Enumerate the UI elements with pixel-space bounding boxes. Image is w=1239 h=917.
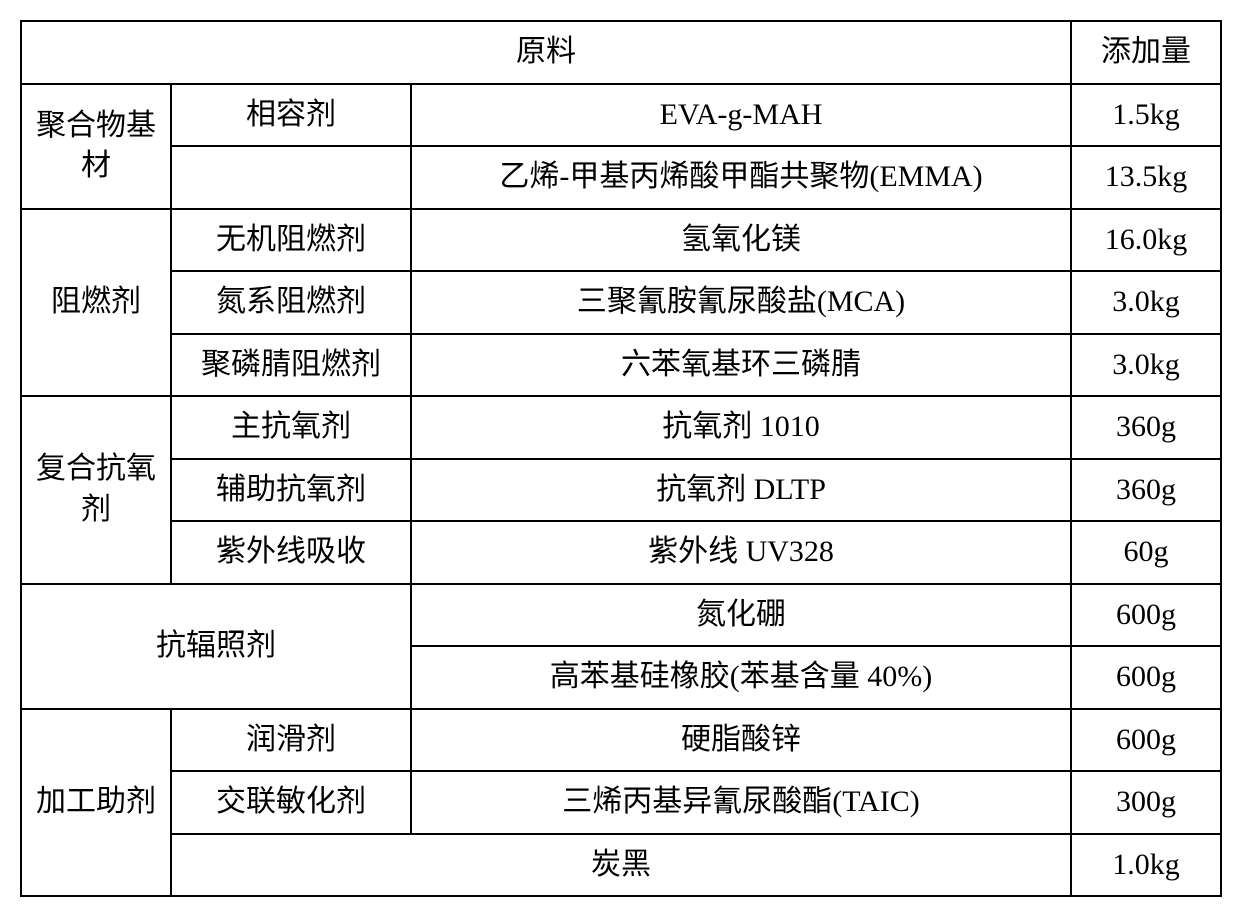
amount-cell: 3.0kg — [1071, 271, 1221, 334]
amount-cell: 13.5kg — [1071, 146, 1221, 209]
material-name: 抗氧剂 1010 — [411, 396, 1071, 459]
subcategory — [171, 146, 411, 209]
amount-cell: 600g — [1071, 646, 1221, 709]
formulation-table: 原料 添加量 聚合物基材 相容剂 EVA-g-MAH 1.5kg 乙烯-甲基丙烯… — [20, 20, 1222, 897]
material-name: 炭黑 — [171, 834, 1071, 897]
header-materials: 原料 — [21, 21, 1071, 84]
amount-cell: 16.0kg — [1071, 209, 1221, 272]
group-name: 抗辐照剂 — [21, 584, 411, 709]
material-name: 抗氧剂 DLTP — [411, 459, 1071, 522]
table-row: 乙烯-甲基丙烯酸甲酯共聚物(EMMA) 13.5kg — [21, 146, 1221, 209]
subcategory: 相容剂 — [171, 84, 411, 147]
group-name: 聚合物基材 — [21, 84, 171, 209]
group-name: 加工助剂 — [21, 709, 171, 897]
table-row: 复合抗氧剂 主抗氧剂 抗氧剂 1010 360g — [21, 396, 1221, 459]
table-row: 辅助抗氧剂 抗氧剂 DLTP 360g — [21, 459, 1221, 522]
subcategory: 交联敏化剂 — [171, 771, 411, 834]
table-row: 紫外线吸收 紫外线 UV328 60g — [21, 521, 1221, 584]
subcategory: 辅助抗氧剂 — [171, 459, 411, 522]
amount-cell: 300g — [1071, 771, 1221, 834]
material-name: 高苯基硅橡胶(苯基含量 40%) — [411, 646, 1071, 709]
material-name: 氮化硼 — [411, 584, 1071, 647]
subcategory: 聚磷腈阻燃剂 — [171, 334, 411, 397]
amount-cell: 60g — [1071, 521, 1221, 584]
amount-cell: 360g — [1071, 459, 1221, 522]
amount-cell: 1.5kg — [1071, 84, 1221, 147]
group-name: 阻燃剂 — [21, 209, 171, 397]
table-row: 阻燃剂 无机阻燃剂 氢氧化镁 16.0kg — [21, 209, 1221, 272]
amount-cell: 360g — [1071, 396, 1221, 459]
material-name: 六苯氧基环三磷腈 — [411, 334, 1071, 397]
table-header-row: 原料 添加量 — [21, 21, 1221, 84]
amount-cell: 600g — [1071, 584, 1221, 647]
table-row: 加工助剂 润滑剂 硬脂酸锌 600g — [21, 709, 1221, 772]
table-row: 聚合物基材 相容剂 EVA-g-MAH 1.5kg — [21, 84, 1221, 147]
table-row: 交联敏化剂 三烯丙基异氰尿酸酯(TAIC) 300g — [21, 771, 1221, 834]
amount-cell: 600g — [1071, 709, 1221, 772]
table-row: 氮系阻燃剂 三聚氰胺氰尿酸盐(MCA) 3.0kg — [21, 271, 1221, 334]
material-name: 紫外线 UV328 — [411, 521, 1071, 584]
material-name: 硬脂酸锌 — [411, 709, 1071, 772]
table-row: 炭黑 1.0kg — [21, 834, 1221, 897]
group-name: 复合抗氧剂 — [21, 396, 171, 584]
amount-cell: 1.0kg — [1071, 834, 1221, 897]
material-name: 三聚氰胺氰尿酸盐(MCA) — [411, 271, 1071, 334]
subcategory: 氮系阻燃剂 — [171, 271, 411, 334]
header-amount: 添加量 — [1071, 21, 1221, 84]
material-name: 氢氧化镁 — [411, 209, 1071, 272]
material-name: 三烯丙基异氰尿酸酯(TAIC) — [411, 771, 1071, 834]
subcategory: 主抗氧剂 — [171, 396, 411, 459]
subcategory: 紫外线吸收 — [171, 521, 411, 584]
table-row: 抗辐照剂 氮化硼 600g — [21, 584, 1221, 647]
amount-cell: 3.0kg — [1071, 334, 1221, 397]
material-name: EVA-g-MAH — [411, 84, 1071, 147]
material-name: 乙烯-甲基丙烯酸甲酯共聚物(EMMA) — [411, 146, 1071, 209]
table-row: 聚磷腈阻燃剂 六苯氧基环三磷腈 3.0kg — [21, 334, 1221, 397]
subcategory: 润滑剂 — [171, 709, 411, 772]
subcategory: 无机阻燃剂 — [171, 209, 411, 272]
